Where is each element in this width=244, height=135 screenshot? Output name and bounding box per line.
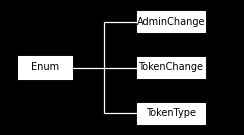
FancyBboxPatch shape bbox=[18, 56, 72, 79]
FancyBboxPatch shape bbox=[137, 11, 205, 32]
Text: AdminChange: AdminChange bbox=[137, 17, 205, 27]
FancyBboxPatch shape bbox=[137, 103, 205, 124]
Text: TokenType: TokenType bbox=[146, 108, 196, 118]
Text: Enum: Enum bbox=[31, 63, 59, 72]
FancyBboxPatch shape bbox=[137, 57, 205, 78]
Text: TokenChange: TokenChange bbox=[138, 63, 203, 72]
